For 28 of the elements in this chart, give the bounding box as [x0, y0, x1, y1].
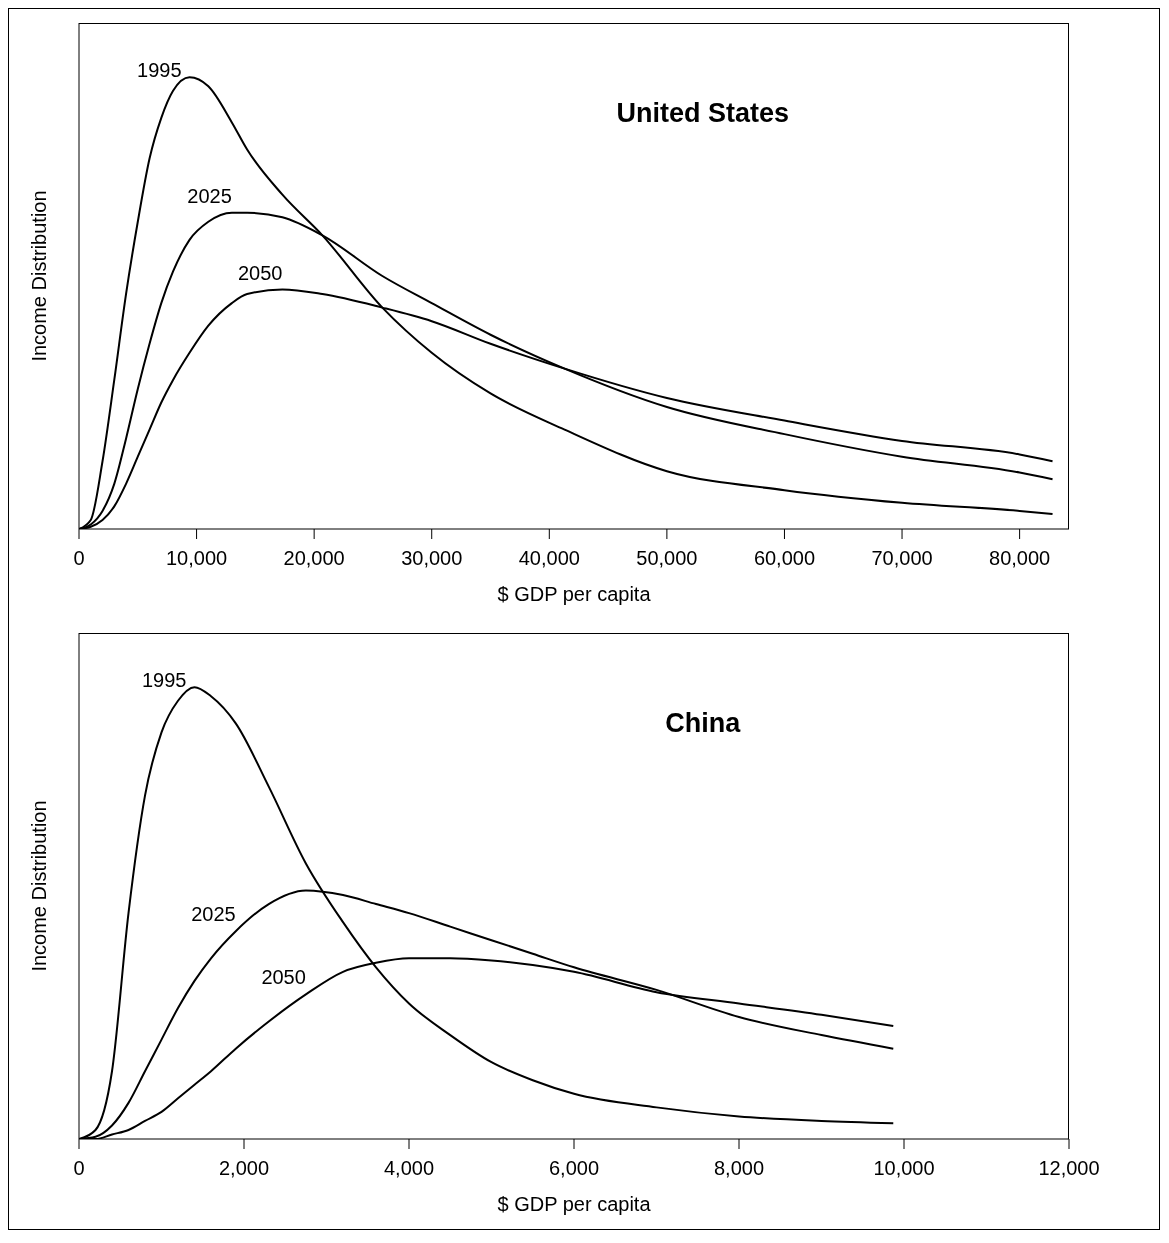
series-label: 1995: [137, 59, 182, 82]
text: China: [664, 708, 742, 739]
x-tick-label: 80,000: [989, 547, 1051, 570]
text: United States: [615, 98, 790, 129]
x-tick-label: 10,000: [165, 547, 228, 570]
x-tick-label: 12,000: [1038, 1157, 1100, 1180]
x-tick-label: 10,000: [873, 1157, 935, 1180]
x-tick-label: 0: [73, 547, 85, 570]
y-axis-title: Income Distribution: [28, 800, 51, 972]
x-axis-title: $ GDP per capita: [497, 1193, 652, 1215]
x-tick-label: 20,000: [283, 547, 345, 570]
x-tick-label: 8,000: [713, 1157, 765, 1180]
series-label: 2050: [237, 261, 283, 284]
series-label: 1995: [142, 669, 187, 692]
x-tick-label: 50,000: [636, 547, 698, 570]
x-tick-label: 30,000: [401, 547, 463, 570]
series-label: 2025: [191, 903, 236, 926]
x-tick-label: 4,000: [383, 1157, 435, 1180]
x-tick-label: 60,000: [753, 547, 816, 570]
x-axis-title: $ GDP per capita: [497, 583, 652, 605]
y-axis-title: Income Distribution: [28, 190, 51, 362]
x-tick-label: 40,000: [518, 547, 580, 570]
series-label: 2050: [261, 966, 306, 989]
x-tick-label: 0: [73, 1157, 85, 1180]
x-tick-label: 70,000: [871, 547, 933, 570]
series-label: 2025: [187, 184, 232, 207]
x-tick-label: 6,000: [548, 1157, 600, 1180]
x-tick-label: 2,000: [218, 1157, 270, 1180]
